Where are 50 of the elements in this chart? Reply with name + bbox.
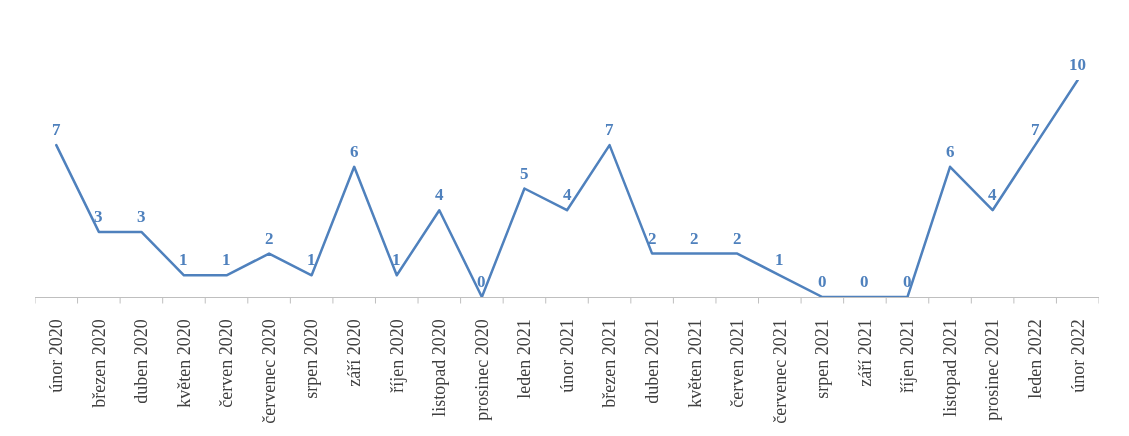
- x-tick-label: srpen 2020: [301, 319, 322, 399]
- x-tick-label: únor 2020: [46, 319, 67, 393]
- data-label: 4: [988, 185, 997, 204]
- data-label: 4: [563, 185, 572, 204]
- x-tick-label: leden 2022: [1025, 319, 1046, 399]
- x-tick-label: červen 2020: [216, 319, 237, 408]
- data-label: 2: [265, 229, 274, 248]
- data-label: 1: [179, 250, 188, 269]
- x-tick-label: prosinec 2020: [471, 319, 492, 421]
- data-label: 1: [775, 250, 784, 269]
- x-tick-label: červenec 2020: [258, 319, 279, 424]
- x-tick-label: březen 2021: [599, 319, 620, 408]
- x-tick-label: listopad 2021: [939, 319, 960, 417]
- data-label: 1: [307, 250, 316, 269]
- data-label: 1: [392, 250, 401, 269]
- x-tick-label: prosinec 2021: [982, 319, 1003, 421]
- x-tick-label: červen 2021: [727, 319, 748, 408]
- data-label: 7: [605, 120, 614, 139]
- data-label: 6: [350, 142, 359, 161]
- x-tick-label: srpen 2021: [812, 319, 833, 399]
- data-label: 7: [52, 120, 61, 139]
- x-tick-label: červenec 2021: [769, 319, 790, 424]
- x-tick-label: únor 2021: [556, 319, 577, 393]
- data-label: 0: [860, 272, 869, 291]
- x-tick-label: září 2020: [344, 319, 365, 387]
- x-tick-label: květen 2021: [684, 319, 705, 408]
- data-label: 0: [818, 272, 827, 291]
- x-tick-label: říjen 2020: [386, 319, 407, 393]
- data-label: 0: [477, 272, 486, 291]
- data-label: 2: [648, 229, 657, 248]
- x-tick-label: září 2021: [854, 319, 875, 387]
- data-label: 5: [520, 164, 529, 183]
- x-tick-label: únor 2022: [1067, 319, 1088, 393]
- x-tick-label: březen 2020: [88, 319, 109, 408]
- x-tick-label: leden 2021: [514, 319, 535, 399]
- data-label: 2: [690, 229, 699, 248]
- data-label: 0: [903, 272, 912, 291]
- x-tick-label: květen 2020: [173, 319, 194, 408]
- data-label: 7: [1031, 120, 1040, 139]
- x-tick-label: listopad 2020: [429, 319, 450, 417]
- data-label: 3: [137, 207, 146, 226]
- x-tick-label: říjen 2021: [897, 319, 918, 393]
- data-label: 2: [733, 229, 742, 248]
- data-label: 3: [94, 207, 103, 226]
- data-label: 4: [435, 185, 444, 204]
- x-tick-label: duben 2020: [131, 319, 152, 404]
- data-label: 1: [222, 250, 231, 269]
- data-label: 6: [946, 142, 955, 161]
- x-tick-label: duben 2021: [641, 319, 662, 404]
- data-label: 10: [1069, 55, 1086, 74]
